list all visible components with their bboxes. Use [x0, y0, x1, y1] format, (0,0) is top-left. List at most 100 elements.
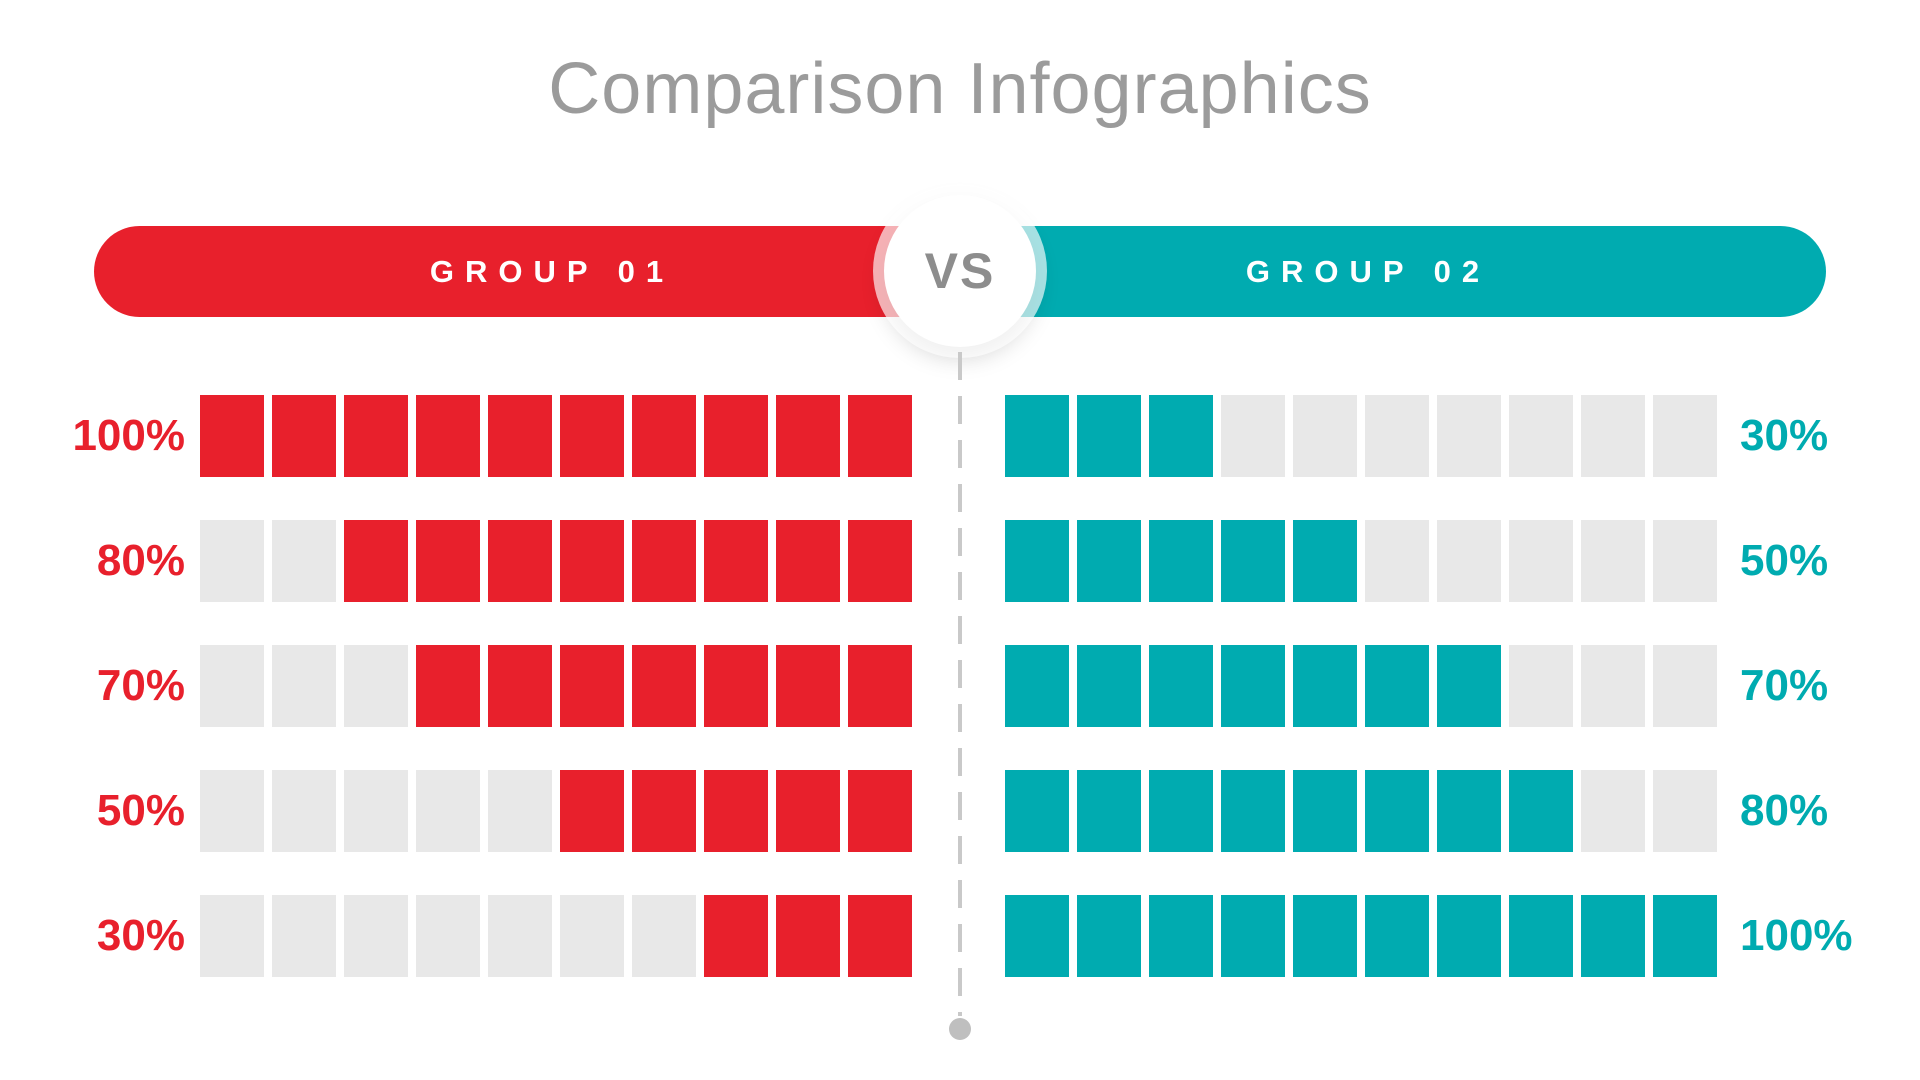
chart-row-right-30 — [1005, 395, 1717, 477]
chart-row-right-50 — [1005, 520, 1717, 602]
block-filled — [1293, 645, 1357, 727]
block-empty — [272, 645, 336, 727]
block-empty — [1365, 395, 1429, 477]
block-empty — [416, 895, 480, 977]
center-divider-dashed-line — [958, 352, 962, 1016]
block-filled — [1653, 895, 1717, 977]
block-filled — [1221, 645, 1285, 727]
block-filled — [1365, 645, 1429, 727]
block-empty — [200, 770, 264, 852]
block-filled — [704, 895, 768, 977]
chart-row-left-80 — [200, 520, 912, 602]
block-filled — [1005, 645, 1069, 727]
chart-row-right-70 — [1005, 645, 1717, 727]
block-empty — [200, 645, 264, 727]
block-filled — [416, 645, 480, 727]
block-filled — [848, 645, 912, 727]
row-value-label-right-100: 100% — [1740, 911, 1853, 960]
block-empty — [344, 645, 408, 727]
block-filled — [776, 895, 840, 977]
block-filled — [1077, 520, 1141, 602]
block-filled — [704, 520, 768, 602]
block-filled — [1149, 895, 1213, 977]
group-01-label: GROUP 01 — [429, 253, 675, 289]
row-value-label-right-30: 30% — [1740, 411, 1829, 460]
row-value-label-left-80: 80% — [96, 536, 185, 585]
block-empty — [1365, 520, 1429, 602]
block-filled — [1005, 520, 1069, 602]
row-value-label-right-80: 80% — [1740, 786, 1829, 835]
block-filled — [1437, 770, 1501, 852]
block-empty — [200, 895, 264, 977]
block-filled — [704, 770, 768, 852]
block-filled — [488, 395, 552, 477]
block-empty — [1509, 645, 1573, 727]
block-filled — [560, 520, 624, 602]
block-empty — [1581, 645, 1645, 727]
chart-row-left-50 — [200, 770, 912, 852]
block-filled — [1005, 395, 1069, 477]
block-empty — [344, 770, 408, 852]
block-empty — [1653, 645, 1717, 727]
chart-row-left-100 — [200, 395, 912, 477]
block-filled — [1365, 895, 1429, 977]
block-filled — [776, 395, 840, 477]
block-empty — [488, 770, 552, 852]
block-filled — [1509, 895, 1573, 977]
block-filled — [1077, 895, 1141, 977]
block-empty — [200, 520, 264, 602]
block-empty — [344, 895, 408, 977]
block-empty — [1437, 520, 1501, 602]
block-filled — [848, 520, 912, 602]
block-filled — [1077, 770, 1141, 852]
block-filled — [1509, 770, 1573, 852]
block-filled — [344, 520, 408, 602]
block-filled — [1077, 395, 1141, 477]
block-empty — [488, 895, 552, 977]
block-filled — [776, 520, 840, 602]
block-filled — [632, 645, 696, 727]
block-filled — [1221, 895, 1285, 977]
block-filled — [1293, 895, 1357, 977]
block-filled — [1437, 645, 1501, 727]
block-filled — [1293, 520, 1357, 602]
chart-row-left-70 — [200, 645, 912, 727]
block-filled — [1365, 770, 1429, 852]
block-filled — [632, 770, 696, 852]
row-value-label-left-30: 30% — [96, 911, 185, 960]
block-filled — [632, 395, 696, 477]
block-empty — [1581, 770, 1645, 852]
block-filled — [560, 645, 624, 727]
block-empty — [1221, 395, 1285, 477]
group-01-header-pill: GROUP 01 — [94, 226, 1010, 317]
block-filled — [704, 645, 768, 727]
block-empty — [1293, 395, 1357, 477]
block-filled — [1437, 895, 1501, 977]
block-filled — [1221, 770, 1285, 852]
chart-row-right-80 — [1005, 770, 1717, 852]
row-value-label-right-70: 70% — [1740, 661, 1829, 710]
page-title: Comparison Infographics — [548, 49, 1372, 129]
block-filled — [1149, 645, 1213, 727]
block-filled — [704, 395, 768, 477]
block-empty — [272, 520, 336, 602]
block-filled — [560, 395, 624, 477]
block-filled — [488, 520, 552, 602]
block-filled — [1149, 520, 1213, 602]
block-filled — [848, 395, 912, 477]
row-value-label-right-50: 50% — [1740, 536, 1829, 585]
block-empty — [416, 770, 480, 852]
chart-row-left-30 — [200, 895, 912, 977]
block-empty — [1653, 520, 1717, 602]
vs-label: VS — [924, 243, 996, 299]
block-filled — [632, 520, 696, 602]
block-filled — [1221, 520, 1285, 602]
group-02-header-pill: GROUP 02 — [910, 226, 1826, 317]
block-empty — [1653, 395, 1717, 477]
row-value-label-left-50: 50% — [96, 786, 185, 835]
block-filled — [776, 645, 840, 727]
block-filled — [1149, 395, 1213, 477]
block-empty — [1653, 770, 1717, 852]
row-value-label-left-70: 70% — [96, 661, 185, 710]
